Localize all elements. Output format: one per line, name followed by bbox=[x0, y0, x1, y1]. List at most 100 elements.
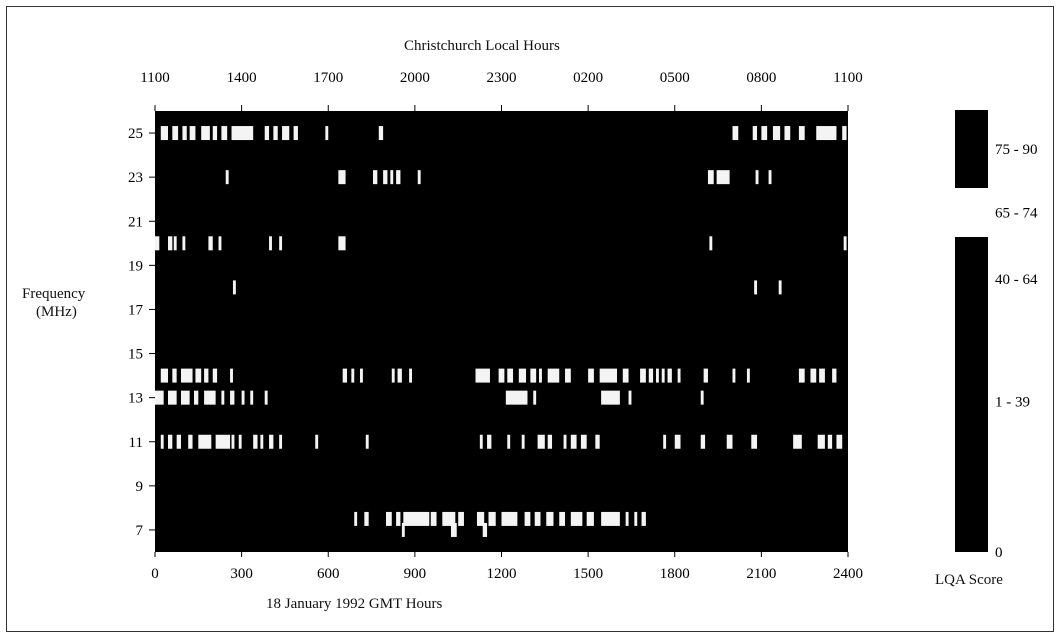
band-gap-7.5 bbox=[601, 511, 620, 526]
band-gap-7.5 bbox=[559, 511, 566, 526]
x-tick-label: 0 bbox=[151, 566, 159, 582]
band-gap-11 bbox=[570, 434, 577, 449]
colorbar-title: LQA Score bbox=[935, 572, 1003, 588]
band-gap-13 bbox=[180, 390, 190, 405]
band-gap-14 bbox=[195, 368, 202, 383]
band-gap-11 bbox=[260, 434, 264, 449]
band-gap-23 bbox=[396, 170, 401, 185]
y-tick-label: 23 bbox=[128, 170, 143, 186]
y-tick-label: 9 bbox=[136, 479, 144, 495]
band-gap-11 bbox=[365, 434, 369, 449]
colorbar-bin bbox=[955, 321, 988, 482]
band-gap-14 bbox=[475, 368, 490, 383]
band-gap-23 bbox=[390, 170, 394, 185]
band-gap-7 bbox=[482, 522, 488, 537]
band-gap-7 bbox=[401, 522, 405, 537]
colorbar-bin bbox=[955, 110, 988, 188]
band-gap-18 bbox=[754, 280, 758, 295]
heatmap-background bbox=[155, 111, 848, 552]
band-gap-7.5 bbox=[625, 511, 629, 526]
y-tick-label: 25 bbox=[128, 126, 143, 142]
band-gap-11 bbox=[663, 434, 667, 449]
band-gap-25 bbox=[816, 126, 837, 141]
band-gap-20 bbox=[269, 236, 272, 251]
y-tick-label: 7 bbox=[136, 523, 144, 539]
band-gap-11 bbox=[836, 434, 843, 449]
band-gap-14 bbox=[397, 368, 402, 383]
band-gap-7 bbox=[450, 522, 457, 537]
band-gap-7.5 bbox=[546, 511, 554, 526]
band-gap-11 bbox=[279, 434, 283, 449]
band-gap-23 bbox=[373, 170, 378, 185]
band-gap-25 bbox=[182, 126, 187, 141]
band-gap-14 bbox=[391, 368, 395, 383]
band-gap-7.5 bbox=[586, 511, 594, 526]
top-tick-label: 1100 bbox=[140, 70, 169, 86]
band-gap-14 bbox=[565, 368, 571, 383]
y-axis-label-line2: (MHz) bbox=[36, 304, 77, 320]
band-gap-13 bbox=[241, 390, 245, 405]
band-gap-14 bbox=[703, 368, 708, 383]
band-gap-11 bbox=[160, 434, 164, 449]
x-tick-label: 900 bbox=[404, 566, 427, 582]
band-gap-14 bbox=[212, 368, 218, 383]
band-gap-23 bbox=[338, 170, 346, 185]
band-gap-14 bbox=[640, 368, 646, 383]
band-gap-14 bbox=[518, 368, 527, 383]
band-gap-11 bbox=[487, 434, 492, 449]
colorbar-bin bbox=[955, 482, 988, 552]
band-gap-20 bbox=[218, 236, 222, 251]
band-gap-11 bbox=[479, 434, 483, 449]
y-tick-label: 13 bbox=[128, 391, 143, 407]
y-tick-label: 19 bbox=[128, 258, 143, 274]
y-tick-label: 21 bbox=[128, 214, 143, 230]
top-tick-label: 2300 bbox=[487, 70, 517, 86]
band-gap-11 bbox=[674, 434, 681, 449]
band-gap-11 bbox=[817, 434, 825, 449]
band-gap-25 bbox=[273, 126, 278, 141]
band-gap-11 bbox=[726, 434, 733, 449]
band-gap-14 bbox=[507, 368, 514, 383]
top-tick-label: 2000 bbox=[400, 70, 430, 86]
band-gap-20 bbox=[338, 236, 346, 251]
band-gap-7.5 bbox=[403, 511, 430, 526]
top-tick-label: 0200 bbox=[573, 70, 603, 86]
y-tick-label: 15 bbox=[128, 347, 143, 363]
band-gap-23 bbox=[225, 170, 229, 185]
band-gap-11 bbox=[198, 434, 212, 449]
band-gap-11 bbox=[595, 434, 600, 449]
band-gap-7.5 bbox=[396, 511, 401, 526]
x-tick-label: 1800 bbox=[660, 566, 690, 582]
band-gap-13 bbox=[221, 390, 225, 405]
band-gap-14 bbox=[798, 368, 805, 383]
band-gap-14 bbox=[160, 368, 168, 383]
x-tick-label: 1200 bbox=[487, 566, 517, 582]
band-gap-14 bbox=[661, 368, 665, 383]
band-gap-13 bbox=[700, 390, 704, 405]
band-gap-25 bbox=[732, 126, 739, 141]
band-gap-20 bbox=[182, 236, 186, 251]
colorbar-bin bbox=[955, 188, 988, 237]
colorbar-bin-label: 40 - 64 bbox=[995, 272, 1038, 288]
band-gap-18 bbox=[232, 280, 236, 295]
band-gap-11 bbox=[167, 434, 173, 449]
x-tick-label: 600 bbox=[317, 566, 340, 582]
band-gap-11 bbox=[700, 434, 706, 449]
band-gap-7.5 bbox=[354, 511, 358, 526]
top-tick-label: 0800 bbox=[746, 70, 776, 86]
band-gap-14 bbox=[230, 368, 233, 383]
band-gap-20 bbox=[155, 236, 160, 251]
x-tick-label: 300 bbox=[230, 566, 253, 582]
band-gap-11 bbox=[547, 434, 553, 449]
band-gap-14 bbox=[655, 368, 659, 383]
band-gap-7.5 bbox=[501, 511, 518, 526]
top-tick-label: 0500 bbox=[660, 70, 690, 86]
band-gap-25 bbox=[325, 126, 329, 141]
band-gap-11 bbox=[751, 434, 758, 449]
band-gap-7.5 bbox=[641, 511, 646, 526]
colorbar-bin-label: 0 bbox=[995, 545, 1003, 561]
band-gap-13 bbox=[193, 390, 199, 405]
band-gap-11 bbox=[537, 434, 545, 449]
band-gap-25 bbox=[221, 126, 228, 141]
band-gap-20 bbox=[279, 236, 283, 251]
